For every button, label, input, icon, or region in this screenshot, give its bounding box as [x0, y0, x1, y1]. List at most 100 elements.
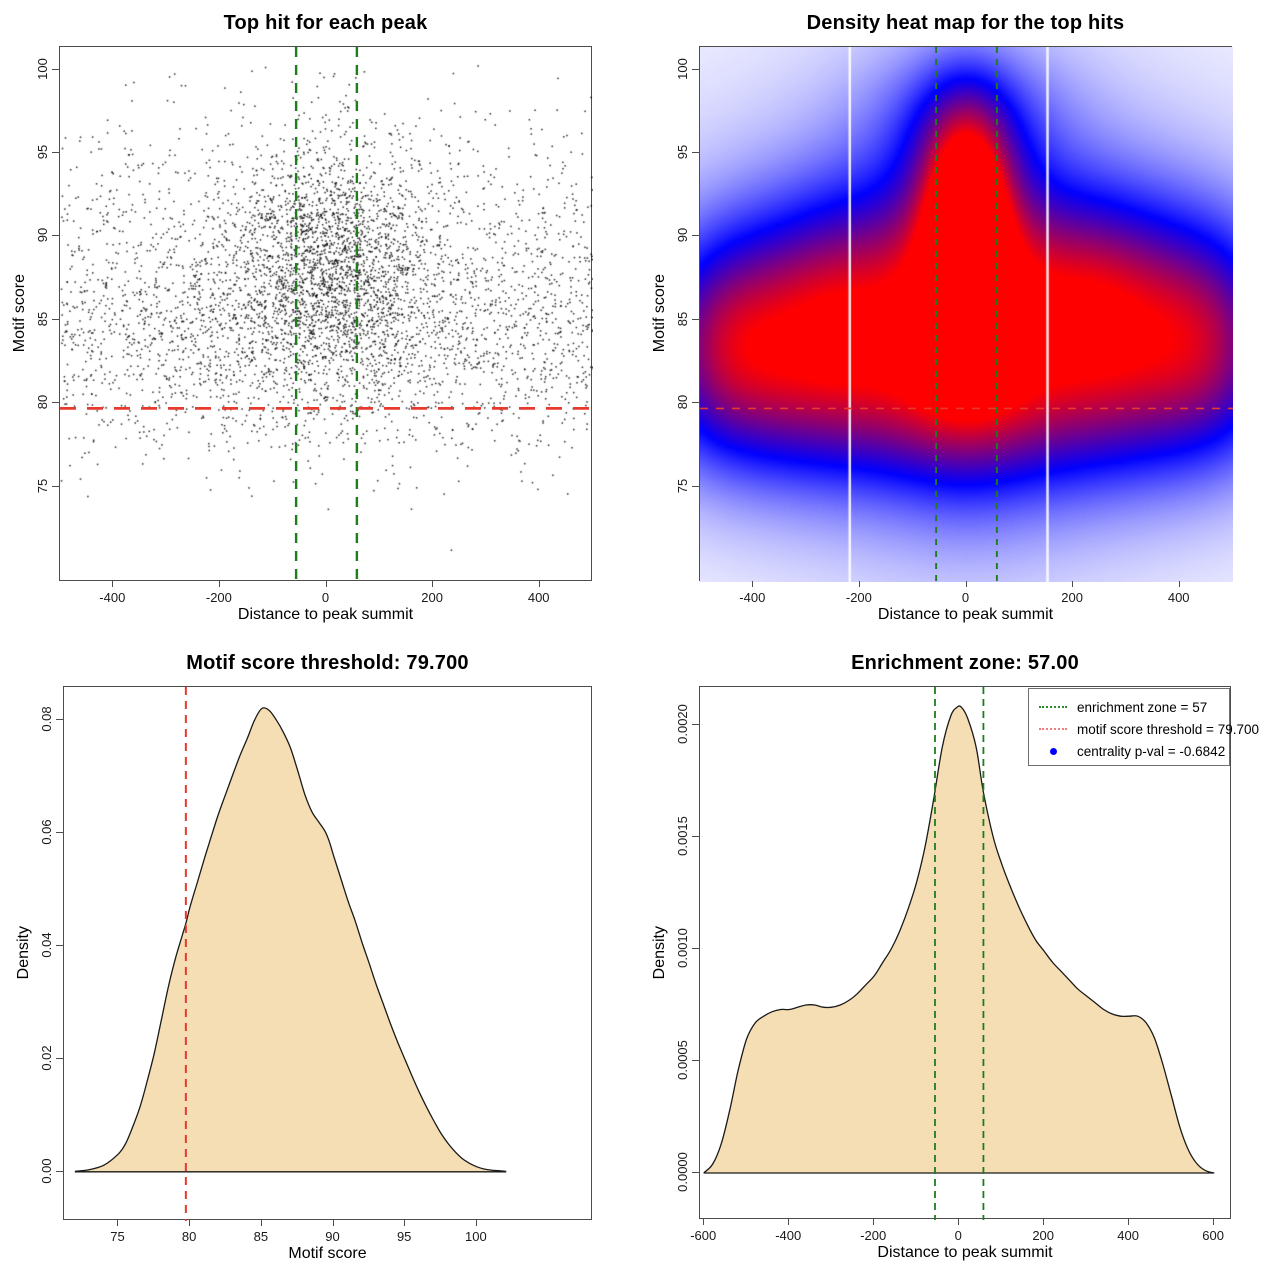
- x-tick-mark: [1178, 581, 1180, 587]
- y-tick-mark: [52, 485, 59, 487]
- x-tick-mark: [475, 1220, 477, 1226]
- x-tick-mark: [112, 581, 114, 587]
- y-tick-mark: [52, 68, 59, 70]
- guide-lines-svg: [934, 687, 985, 1220]
- y-tick-mark: [56, 831, 63, 833]
- x-tick-label: 0: [954, 1228, 962, 1243]
- y-tick-label: 0.0020: [674, 704, 690, 744]
- x-tick-mark: [432, 581, 434, 587]
- legend-item: motif score threshold = 79.700: [1029, 718, 1259, 740]
- panel-density-heatmap: Density heat map for the top hits Motif …: [651, 12, 1233, 623]
- y-tick-mark: [692, 235, 699, 237]
- y-tick-mark: [692, 948, 699, 950]
- y-tick-mark: [56, 1057, 63, 1059]
- x-tick-mark: [788, 1219, 790, 1225]
- x-tick-label: 0: [961, 590, 970, 605]
- guide-lines-svg: [700, 47, 1233, 582]
- x-tick-label: -400: [99, 590, 126, 605]
- x-tick-mark: [1043, 1219, 1045, 1225]
- x-tick-label: 85: [253, 1229, 269, 1244]
- x-tick-mark: [325, 581, 327, 587]
- x-tick-mark: [332, 1220, 334, 1226]
- density-curve-svg: [703, 705, 1215, 1174]
- y-tick-label: 0.0005: [674, 1040, 690, 1080]
- panel-top-hit-scatter: Top hit for each peak Motif score Distan…: [11, 12, 593, 623]
- x-tick-mark: [965, 581, 967, 587]
- heatmap-plot-area: [699, 46, 1233, 582]
- x-tick-mark: [752, 581, 754, 587]
- x-tick-label: 400: [527, 590, 550, 605]
- scatter-plot-area: [59, 46, 593, 582]
- guide-lines-svg: [184, 687, 187, 1221]
- y-tick-label: 85: [34, 311, 50, 327]
- x-tick-label: 95: [396, 1229, 412, 1244]
- y-tick-label: 80: [674, 395, 690, 410]
- enrichment-zone-line-swatch: [1039, 706, 1067, 708]
- y-tick-label: 0.02: [38, 1045, 54, 1071]
- y-tick-label: 90: [34, 228, 50, 243]
- y-tick-mark: [692, 1059, 699, 1061]
- scatter-canvas: [60, 47, 593, 582]
- heatmap-canvas: [700, 47, 1233, 582]
- legend-swatch-area: [1029, 728, 1077, 730]
- x-tick-label: 400: [1117, 1228, 1140, 1243]
- x-tick-label: -400: [775, 1228, 802, 1243]
- y-axis-label: Density: [651, 925, 668, 980]
- x-tick-mark: [404, 1220, 406, 1226]
- x-axis-label: Distance to peak summit: [877, 1244, 1053, 1261]
- x-tick-mark: [117, 1220, 119, 1226]
- y-tick-label: 85: [674, 311, 690, 327]
- x-tick-label: 0: [321, 590, 330, 605]
- x-tick-label: 400: [1167, 590, 1190, 605]
- y-tick-mark: [52, 151, 59, 153]
- panel-motif-score-density: Motif score threshold: 79.700 Density Mo…: [15, 652, 592, 1262]
- chart-title: Enrichment zone: 57.00: [851, 652, 1079, 674]
- x-tick-label: -200: [845, 590, 872, 605]
- x-tick-mark: [260, 1220, 262, 1226]
- y-tick-label: 0.08: [38, 706, 54, 732]
- motif-threshold-line-swatch: [1039, 728, 1067, 730]
- y-tick-label: 0.0010: [674, 928, 690, 968]
- x-tick-mark: [873, 1219, 875, 1225]
- y-tick-mark: [56, 944, 63, 946]
- x-tick-label: 200: [1061, 590, 1083, 605]
- y-tick-mark: [692, 402, 699, 404]
- y-tick-mark: [692, 724, 699, 726]
- y-tick-label: 0.00: [38, 1158, 54, 1184]
- y-tick-mark: [692, 318, 699, 320]
- x-tick-mark: [538, 581, 540, 587]
- x-tick-mark: [703, 1219, 705, 1225]
- centrality-dot-swatch: [1049, 747, 1057, 755]
- chart-title: Density heat map for the top hits: [806, 12, 1125, 34]
- legend-swatch-area: [1029, 747, 1077, 755]
- y-tick-label: 75: [34, 478, 50, 494]
- density-curve-svg: [74, 707, 507, 1173]
- y-tick-label: 75: [674, 478, 690, 494]
- density-plot-area: enrichment zone = 57 motif score threshol…: [699, 686, 1259, 1220]
- y-tick-mark: [692, 836, 699, 838]
- density-curve: [703, 705, 1215, 1174]
- x-tick-label: 75: [110, 1229, 125, 1244]
- x-tick-mark: [858, 581, 860, 587]
- x-tick-label: -200: [860, 1228, 887, 1243]
- x-tick-label: 80: [181, 1229, 197, 1244]
- chart-title: Top hit for each peak: [223, 12, 428, 34]
- y-tick-mark: [692, 1171, 699, 1173]
- y-tick-mark: [56, 718, 63, 720]
- density-curve: [74, 707, 507, 1173]
- y-tick-label: 100: [34, 57, 50, 80]
- legend-box: enrichment zone = 57 motif score threshol…: [1028, 688, 1259, 766]
- x-tick-label: 100: [465, 1229, 487, 1244]
- y-tick-label: 100: [674, 57, 690, 80]
- y-axis-label: Motif score: [11, 274, 28, 353]
- chart-title: Motif score threshold: 79.700: [186, 652, 469, 674]
- y-tick-label: 95: [34, 144, 50, 160]
- y-axis-label: Density: [15, 926, 32, 980]
- x-tick-mark: [1128, 1219, 1130, 1225]
- y-tick-mark: [52, 235, 59, 237]
- y-tick-label: 0.0015: [674, 816, 690, 856]
- x-tick-label: 90: [325, 1229, 340, 1244]
- y-tick-label: 90: [674, 228, 690, 243]
- x-axis-label: Motif score: [288, 1245, 367, 1262]
